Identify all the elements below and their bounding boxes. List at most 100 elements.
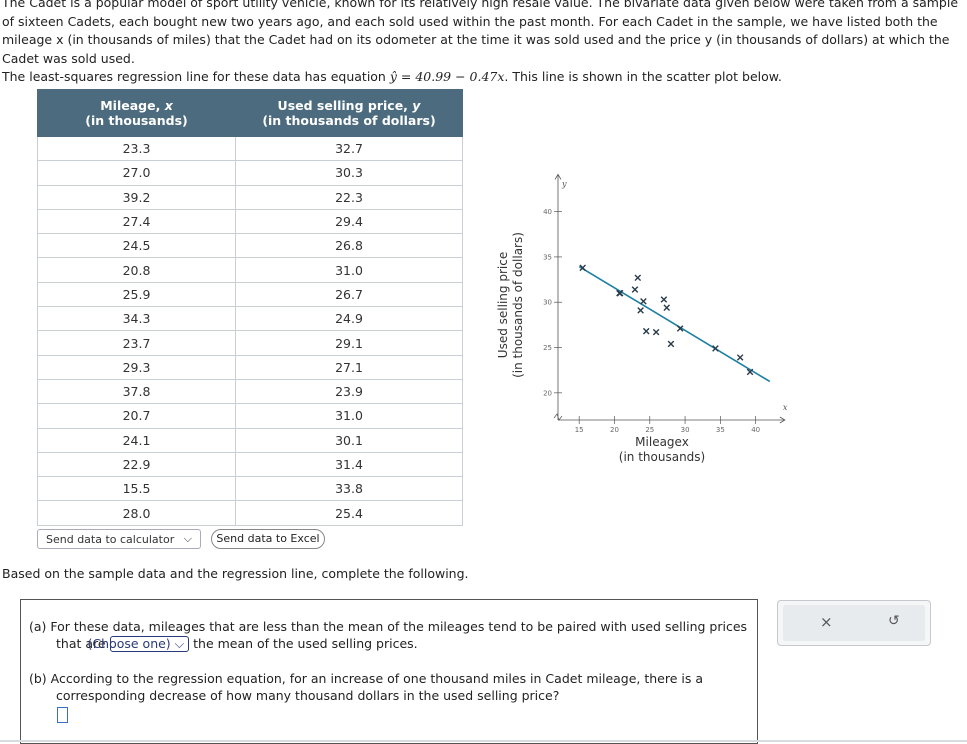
price-cell: 22.3 <box>235 184 463 210</box>
table-row: 23.7 29.1 <box>37 330 463 356</box>
choose-one-dropdown[interactable]: (Choose one) ⌵ <box>88 636 190 652</box>
price-cell: 33.8 <box>235 476 463 502</box>
table-row: 37.8 23.9 <box>37 378 463 405</box>
axis-break <box>553 413 563 421</box>
y-arrow <box>554 173 562 180</box>
clear-icon[interactable]: × <box>820 613 833 631</box>
send-to-calculator-select[interactable]: Send data to calculator ⌵ <box>37 529 201 549</box>
mileage-cell: 24.1 <box>37 427 236 453</box>
instructions: Based on the sample data and the regress… <box>2 566 469 581</box>
regression-line <box>578 265 771 383</box>
price-cell: 31.0 <box>235 403 463 429</box>
question-box: (a) For these data, mileages that are le… <box>20 599 758 744</box>
table-body: 23.3 32.7 27.0 30.3 39.2 22.3 27.4 29.4 24.5 26.8… <box>37 135 463 526</box>
y-axis-symbol: y <box>561 179 567 188</box>
data-point <box>616 289 623 297</box>
intro-eq-post: . This line is shown in the scatter plot… <box>504 69 782 84</box>
undo-icon[interactable]: ↺ <box>888 613 900 629</box>
scatter-plot: y x 15 20 25 30 35 40 20 25 30 35 40 Mileagex (in thou… <box>496 173 788 464</box>
data-point <box>736 354 744 361</box>
mileage-cell: 37.8 <box>37 378 236 405</box>
x-axis-symbol: x <box>783 403 788 412</box>
price-cell: 24.9 <box>235 306 463 332</box>
x-tick-label: 25 <box>645 426 654 434</box>
question-a: (a) For these data, mileages that are le… <box>29 619 748 652</box>
action-panel: × ↺ <box>777 600 931 646</box>
table-row: 24.5 26.8 <box>37 233 463 259</box>
mileage-cell: 15.5 <box>37 476 236 502</box>
x-axis-label: Mileagex (in thousands) <box>619 435 705 464</box>
question-b: (b) According to the regression equation… <box>29 671 704 703</box>
answer-input[interactable] <box>57 707 68 723</box>
price-cell: 26.7 <box>235 281 463 308</box>
y-axis-label: Used selling price(in thousands of dolla… <box>496 232 525 378</box>
x-tick-label: 35 <box>716 426 725 434</box>
action-panel-inner: × ↺ <box>783 605 925 641</box>
mileage-cell: 20.8 <box>37 257 236 283</box>
price-cell: 30.1 <box>235 427 463 453</box>
x-arrow <box>779 416 786 424</box>
x-tick-label: 15 <box>575 426 584 434</box>
table-row: 29.3 27.1 <box>37 354 463 380</box>
mileage-cell: 27.0 <box>37 160 236 186</box>
mileage-cell: 23.3 <box>37 135 236 162</box>
bottom-divider <box>0 740 967 742</box>
y-tick-label: 20 <box>543 389 552 397</box>
x-tick-label: 30 <box>681 426 690 434</box>
x-tick-label: 40 <box>751 426 760 434</box>
data-point <box>676 325 684 332</box>
mileage-cell: 23.7 <box>37 330 236 356</box>
mileage-cell: 20.7 <box>37 403 236 429</box>
price-cell: 29.4 <box>235 208 463 235</box>
table-row: 39.2 22.3 <box>37 184 463 210</box>
intro-equation-line: The least-squares regression line for th… <box>2 68 962 87</box>
price-cell: 32.7 <box>235 135 463 162</box>
data-point <box>631 286 639 293</box>
data-table: Mileage, x (in thousands) Used selling p… <box>37 89 463 526</box>
y-tick-label: 30 <box>543 299 552 307</box>
price-cell: 23.9 <box>235 378 463 405</box>
data-point <box>652 328 660 336</box>
regression-line-segment <box>578 265 771 383</box>
data-point <box>667 340 675 348</box>
mileage-cell: 22.9 <box>37 451 236 478</box>
data-point <box>660 296 668 303</box>
price-cell: 25.4 <box>235 500 463 526</box>
mileage-cell: 39.2 <box>37 184 236 210</box>
table-row: 24.1 30.1 <box>37 427 463 453</box>
chevron-down-icon: ⌵ <box>183 532 192 545</box>
data-point <box>712 345 719 352</box>
table-row: 15.5 33.8 <box>37 476 463 502</box>
problem-intro: The Cadet is a popular model of sport ut… <box>2 0 962 87</box>
data-point <box>642 327 650 335</box>
price-cell: 26.8 <box>235 233 463 259</box>
table-row: 27.4 29.4 <box>37 208 463 235</box>
table-row: 23.3 32.7 <box>37 135 463 162</box>
table-row: 25.9 26.7 <box>37 281 463 308</box>
table-row: 28.0 25.4 <box>37 500 463 526</box>
intro-eq-pre: The least-squares regression line for th… <box>2 69 390 84</box>
y-tick-label: 40 <box>543 208 552 216</box>
send-to-excel-button[interactable]: Send data to Excel <box>211 529 325 549</box>
col2-header: Used selling price, y (in thousands of d… <box>235 89 463 137</box>
price-cell: 31.4 <box>235 451 463 478</box>
data-point <box>637 307 644 314</box>
col1-header: Mileage, x (in thousands) <box>37 89 236 137</box>
table-row: 20.7 31.0 <box>37 403 463 429</box>
regression-equation: ŷ = 40.99 − 0.47x <box>389 69 505 84</box>
data-point <box>634 274 642 282</box>
x-tick-label: 20 <box>610 426 619 434</box>
mileage-cell: 24.5 <box>37 233 236 259</box>
y-tick-label: 35 <box>543 253 552 261</box>
data-point <box>663 304 671 311</box>
table-row: 22.9 31.4 <box>37 451 463 478</box>
table-row: 27.0 30.3 <box>37 160 463 186</box>
mileage-cell: 27.4 <box>37 208 236 235</box>
intro-paragraph: The Cadet is a popular model of sport ut… <box>2 0 959 66</box>
table-row: 20.8 31.0 <box>37 257 463 283</box>
price-cell: 31.0 <box>235 257 463 283</box>
plot-axes: y x 15 20 25 30 35 40 20 25 30 35 40 Mileagex (in thou… <box>496 173 788 464</box>
y-tick-label: 25 <box>543 344 552 352</box>
chevron-down-icon: ⌵ <box>174 636 185 651</box>
mileage-cell: 25.9 <box>37 281 236 308</box>
